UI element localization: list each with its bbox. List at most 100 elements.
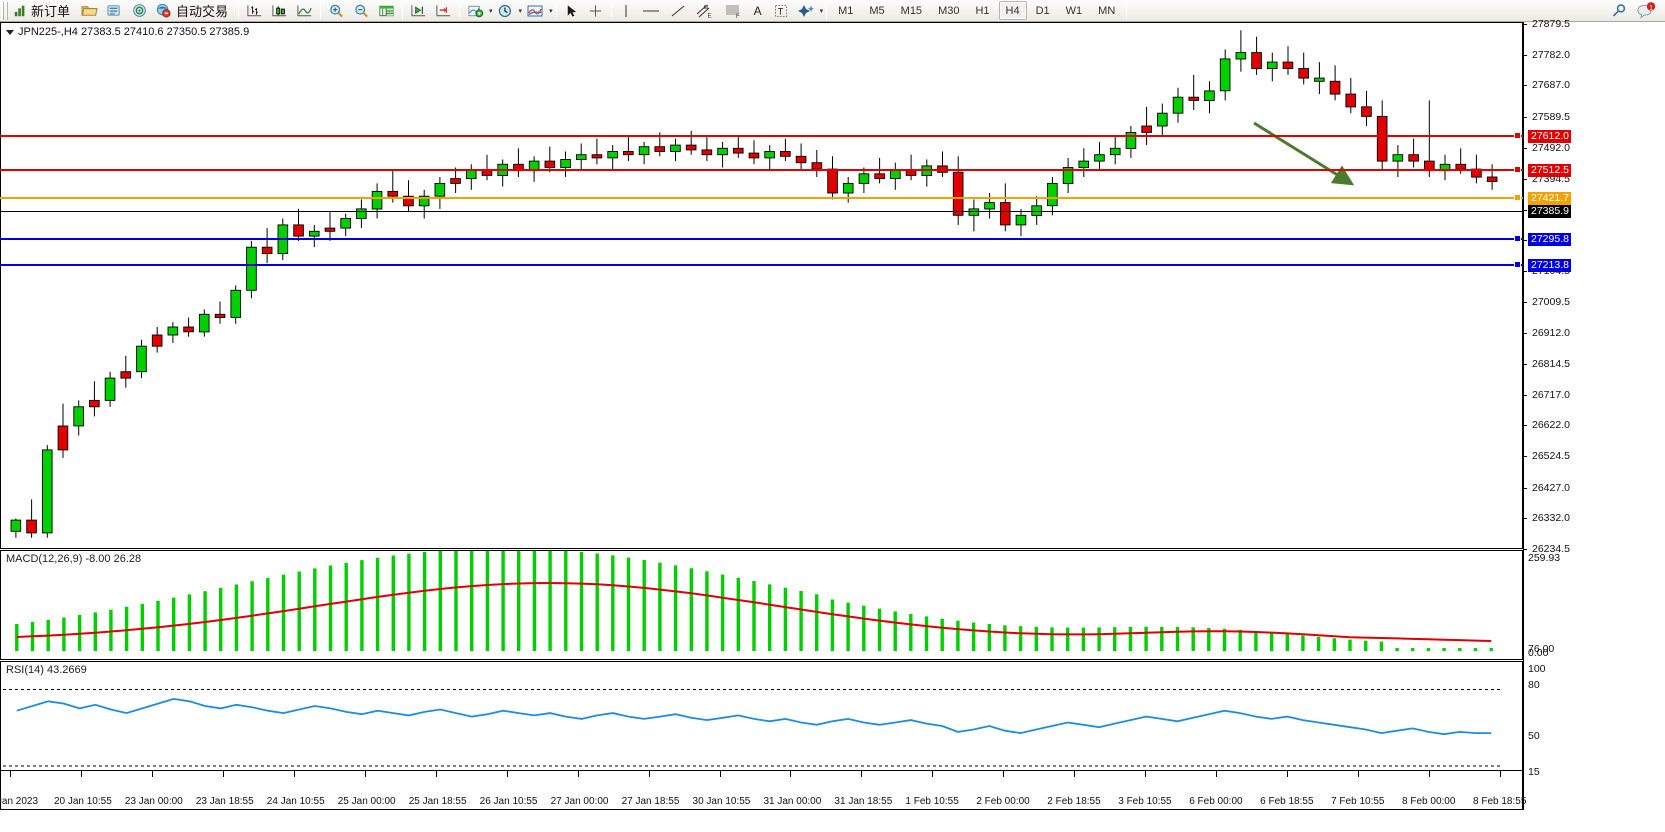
- price-line-handle-support-1[interactable]: [1514, 235, 1521, 242]
- hline-button[interactable]: [638, 1, 664, 21]
- period-caret-icon[interactable]: ▾: [518, 7, 523, 15]
- price-axis-label: 27492.0: [1532, 141, 1570, 154]
- timeframe-d1[interactable]: D1: [1035, 5, 1050, 17]
- toolbar-separator: [238, 2, 240, 19]
- chat-button[interactable]: 1: [1633, 1, 1659, 21]
- timeframe-m5[interactable]: M5: [869, 5, 885, 17]
- candle-chart-button[interactable]: [268, 1, 291, 21]
- price-axis-label: 26912.0: [1532, 326, 1570, 339]
- time-axis-label: 1 Feb 10:55: [905, 796, 959, 807]
- time-axis: 19 Jan 2023 20 Jan 10:55 23 Jan 00:00 23 Ja…: [0, 771, 1526, 810]
- rsi-series: [3, 689, 1500, 767]
- price-axis-tick: [1523, 178, 1527, 180]
- macd-series: [15, 551, 1493, 651]
- time-axis-label: 2 Feb 00:00: [976, 796, 1030, 807]
- period-button[interactable]: [494, 1, 517, 21]
- price-axis-tick: [1523, 517, 1527, 519]
- price-line-support-2[interactable]: [0, 264, 1523, 266]
- price-line-handle-pivot[interactable]: [1514, 194, 1521, 201]
- toolbar-separator: [459, 2, 461, 19]
- toolbar-separator: [555, 2, 557, 19]
- toolbar-separator: [320, 2, 322, 19]
- timeframe-mn[interactable]: MN: [1098, 5, 1116, 17]
- auto-scroll-icon: [436, 4, 451, 16]
- chart-title-bar[interactable]: JPN225-,H4 27383.5 27410.6 27350.5 27385…: [6, 26, 249, 38]
- toolbar-grip[interactable]: [1, 1, 8, 20]
- vline-button[interactable]: [616, 1, 636, 21]
- price-line-handle-resistance-2[interactable]: [1514, 132, 1521, 139]
- chart-area[interactable]: JPN225-,H4 27383.5 27410.6 27350.5 27385…: [0, 18, 1665, 832]
- objects-caret-icon[interactable]: ▾: [819, 7, 824, 15]
- indicators-button[interactable]: [464, 1, 487, 21]
- price-line-resistance-2[interactable]: [0, 135, 1523, 137]
- zoom-out-icon: [355, 4, 368, 17]
- price-line-resistance-1[interactable]: [0, 169, 1523, 171]
- price-tag-resistance-1[interactable]: 27512.5: [1528, 164, 1571, 177]
- terminal-button[interactable]: [103, 1, 126, 21]
- price-tag-pivot[interactable]: 27421.7: [1528, 192, 1571, 205]
- cursor-button[interactable]: [561, 1, 582, 21]
- fibo-button[interactable]: F: [720, 1, 746, 21]
- down-arrow-annotation[interactable]: [1248, 117, 1368, 207]
- timeframe-m1[interactable]: M1: [838, 5, 854, 17]
- price-line-pivot[interactable]: [0, 197, 1523, 199]
- time-axis-label: 2 Feb 18:55: [1047, 796, 1101, 807]
- text-label-button[interactable]: T: [770, 1, 792, 21]
- price-axis-label: 27879.5: [1532, 18, 1570, 30]
- price-axis-tick: [1523, 24, 1527, 25]
- price-line-handle-support-2[interactable]: [1514, 261, 1521, 268]
- price-axis-tick: [1523, 55, 1527, 57]
- templates-button[interactable]: [523, 1, 547, 21]
- time-axis-tick: [506, 771, 508, 777]
- price-line-support-1[interactable]: [0, 238, 1523, 240]
- cursor-icon: [567, 4, 576, 17]
- main-toolbar: 新订单: [0, 0, 1665, 22]
- time-axis-tick: [932, 771, 934, 777]
- price-line-handle-resistance-1[interactable]: [1514, 166, 1521, 173]
- folder-button[interactable]: [78, 1, 101, 21]
- svg-text:F: F: [736, 14, 740, 19]
- chart-menu-caret-icon[interactable]: [6, 29, 14, 35]
- timeframe-m30[interactable]: M30: [938, 5, 960, 17]
- auto-trading-icon: [156, 3, 171, 18]
- objects-button[interactable]: [794, 1, 818, 21]
- equidistant-channel-button[interactable]: E: [692, 1, 718, 21]
- time-axis-tick: [1287, 771, 1289, 777]
- price-line-last-price: [0, 211, 1523, 212]
- new-order-button[interactable]: 新订单: [11, 1, 76, 21]
- crosshair-button[interactable]: [584, 1, 607, 21]
- auto-scroll-button[interactable]: [432, 1, 455, 21]
- line-chart-button[interactable]: [293, 1, 316, 21]
- auto-trading-button[interactable]: 自动交易: [153, 1, 234, 21]
- bar-chart-icon: [247, 4, 262, 16]
- trendline-button[interactable]: [666, 1, 690, 21]
- time-axis-label: 30 Jan 10:55: [692, 796, 751, 807]
- bar-chart-button[interactable]: [243, 1, 266, 21]
- price-axis-label: 26332.0: [1532, 511, 1570, 524]
- time-axis-tick: [1429, 771, 1431, 777]
- timeframe-h4[interactable]: H4: [998, 1, 1027, 20]
- time-axis-label: 3 Feb 10:55: [1118, 796, 1172, 807]
- data-window-button[interactable]: [375, 1, 398, 21]
- time-axis-tick: [1358, 771, 1360, 777]
- price-axis-tick: [1523, 395, 1527, 396]
- signals-button[interactable]: [128, 1, 151, 21]
- signals-icon: [133, 4, 146, 17]
- chart-shift-button[interactable]: [407, 1, 430, 21]
- price-tag-resistance-2[interactable]: 27612.0: [1528, 130, 1571, 143]
- zoom-in-button[interactable]: [325, 1, 348, 21]
- price-axis-label: 26814.5: [1532, 357, 1570, 370]
- timeframe-w1[interactable]: W1: [1065, 5, 1083, 17]
- price-tag-support-2[interactable]: 27213.8: [1528, 259, 1571, 272]
- indicators-caret-icon[interactable]: ▾: [489, 7, 493, 15]
- text-button[interactable]: A: [753, 3, 762, 18]
- price-tag-support-1[interactable]: 27295.8: [1528, 233, 1571, 246]
- timeframe-h1[interactable]: H1: [975, 5, 990, 17]
- equidistant-channel-icon: E: [696, 4, 711, 19]
- timeframe-m15[interactable]: M15: [900, 5, 923, 17]
- templates-caret-icon[interactable]: ▾: [549, 7, 553, 15]
- zoom-out-button[interactable]: [350, 1, 373, 21]
- time-axis-label: 24 Jan 10:55: [266, 796, 325, 807]
- search-button[interactable]: [1607, 1, 1631, 21]
- svg-text:T: T: [777, 6, 783, 16]
